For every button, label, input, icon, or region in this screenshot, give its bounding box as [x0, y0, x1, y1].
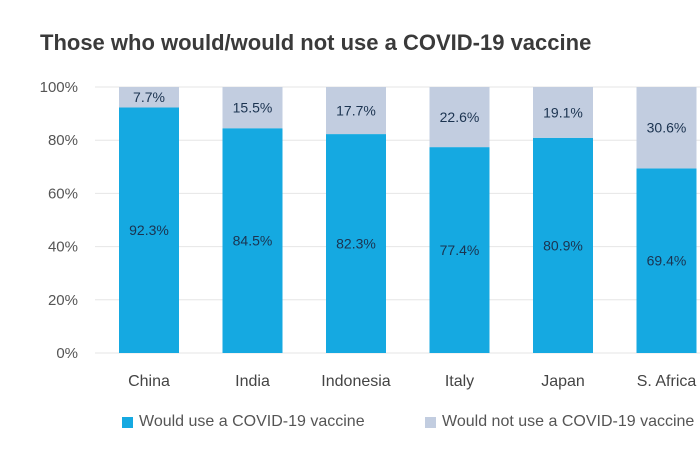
bar-would: [533, 137, 593, 353]
bar-would-not: [533, 87, 593, 138]
data-label-would-not: 22.6%: [440, 109, 480, 125]
data-label-would: 77.4%: [440, 242, 480, 258]
data-label-would-not: 30.6%: [647, 120, 687, 136]
x-category-label: Italy: [445, 373, 474, 390]
bar-would: [429, 147, 490, 353]
y-tick-label: 20%: [48, 292, 78, 309]
legend-label-would-not: Would not use a COVID-19 vaccine: [442, 413, 695, 430]
bar-would: [326, 134, 386, 353]
x-category-label: Japan: [541, 373, 585, 390]
data-label-would: 84.5%: [233, 233, 273, 249]
legend-swatch-would-not: [425, 416, 437, 428]
data-label-would-not: 19.1%: [543, 104, 583, 120]
chart-title: Those who would/would not use a COVID-19…: [40, 30, 592, 55]
data-label-would: 80.9%: [543, 237, 583, 253]
bar-would-not: [429, 87, 490, 148]
legend: Would use a COVID-19 vaccine Would not u…: [122, 413, 700, 433]
x-category-label: Indonesia: [321, 373, 390, 390]
data-label-would: 69.4%: [647, 253, 687, 269]
x-category-label: India: [235, 373, 270, 390]
legend-item-would: Would use a COVID-19 vaccine: [122, 413, 365, 431]
bar-would-not: [636, 87, 697, 169]
y-tick-label: 80%: [48, 132, 78, 149]
legend-item-would-not: Would not use a COVID-19 vaccine: [425, 413, 694, 431]
bar-would-not: [326, 87, 386, 135]
bar-would-not: [222, 87, 283, 129]
x-category-label: China: [128, 373, 170, 390]
y-tick-label: 0%: [56, 345, 78, 362]
bar-would: [119, 107, 179, 354]
data-label-would-not: 7.7%: [133, 89, 165, 105]
bar-would: [222, 128, 283, 353]
data-label-would-not: 17.7%: [336, 103, 376, 119]
y-tick-label: 40%: [48, 239, 78, 256]
legend-swatch-would: [122, 416, 133, 428]
legend-label-would: Would use a COVID-19 vaccine: [139, 413, 365, 430]
bar-would-not: [119, 87, 179, 108]
data-label-would: 82.3%: [336, 236, 376, 252]
x-category-label: S. Africa: [637, 373, 697, 390]
bar-would: [636, 168, 697, 353]
y-tick-label: 60%: [48, 185, 78, 202]
data-label-would: 92.3%: [129, 222, 169, 238]
data-label-would-not: 15.5%: [233, 100, 273, 116]
y-tick-label: 100%: [40, 79, 78, 96]
